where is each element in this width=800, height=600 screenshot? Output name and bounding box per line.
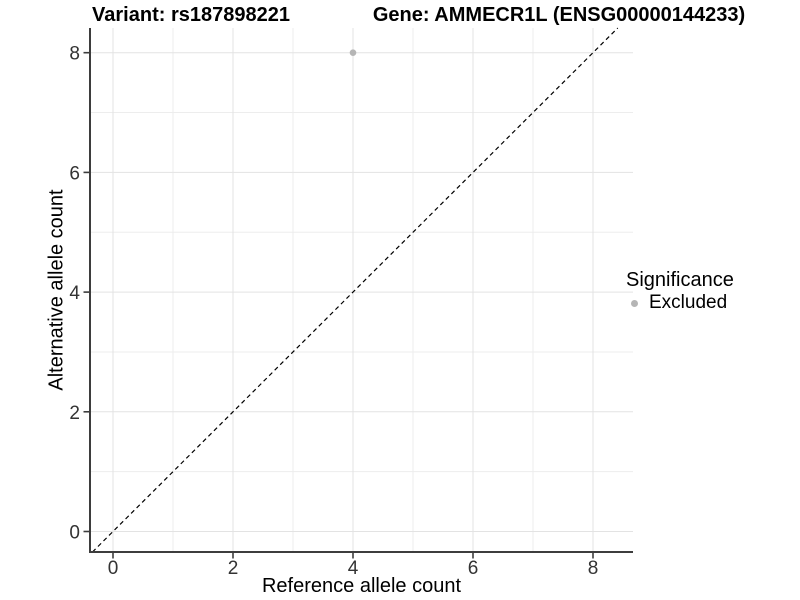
- x-tick-label: 8: [588, 558, 599, 579]
- y-tick-label: 0: [69, 523, 80, 544]
- y-tick-label: 8: [69, 44, 80, 65]
- y-tick-label: 6: [69, 163, 80, 184]
- x-tick-label: 2: [228, 558, 239, 579]
- y-tick-label: 4: [69, 283, 80, 304]
- data-point: [349, 49, 357, 56]
- x-tick-label: 0: [108, 558, 119, 579]
- legend-title: Significance: [626, 269, 734, 291]
- legend: Significance Excluded: [626, 268, 796, 314]
- identity-dashed-line: [92, 27, 619, 553]
- gene-title: Gene: AMMECR1L (ENSG00000144233): [372, 4, 746, 26]
- y-axis-title: Alternative allele count: [45, 189, 68, 391]
- x-axis-title: Reference allele count: [261, 575, 461, 597]
- variant-title: Variant: rs187898221: [92, 4, 290, 26]
- excluded-point-icon: [631, 299, 638, 307]
- x-tick-label: 4: [348, 558, 359, 579]
- legend-entry-excluded: Excluded: [626, 292, 796, 314]
- legend-entry-label: Excluded: [649, 292, 728, 313]
- x-tick-label: 6: [468, 558, 479, 579]
- y-tick-label: 2: [69, 403, 80, 424]
